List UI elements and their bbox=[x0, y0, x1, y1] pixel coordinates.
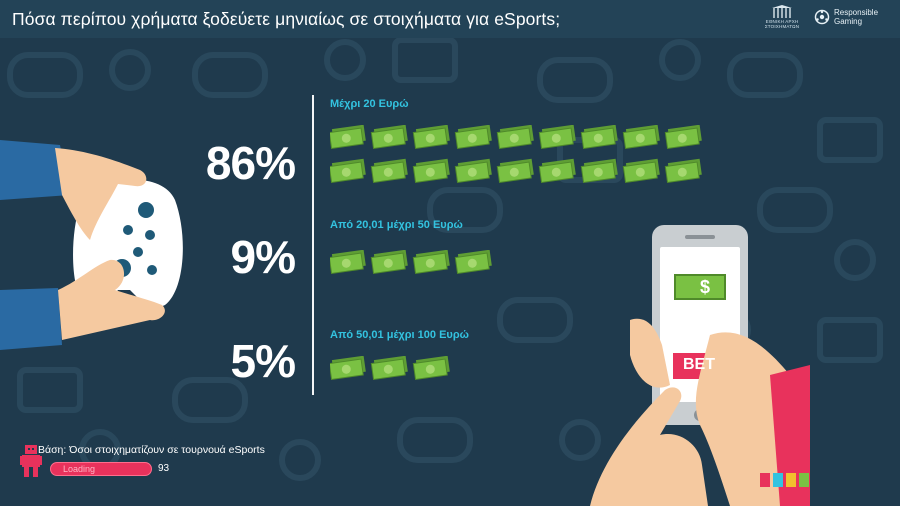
bills-svg-0 bbox=[328, 124, 702, 183]
money-bill-icon bbox=[622, 158, 660, 183]
money-bill-icon bbox=[328, 355, 366, 380]
money-bill-icon bbox=[496, 124, 534, 149]
money-bill-icon bbox=[370, 249, 408, 274]
partner-logo-block-2 bbox=[773, 473, 783, 487]
game-controller-icon bbox=[0, 140, 183, 350]
partner-logos bbox=[760, 473, 809, 487]
regulator-logo-caption: ΕΘΝΙΚΗ ΑΡΧΗ ΣΤΟΙΧΗΜΑΤΩΝ bbox=[764, 19, 800, 29]
page-title: Πόσα περίπου χρήματα ξοδεύετε μηνιαίως σ… bbox=[12, 9, 561, 29]
base-note: Βάση: Όσοι στοιχηματίζουν σε τουρνουά eS… bbox=[38, 444, 265, 456]
money-bill-icon bbox=[412, 124, 450, 149]
regulator-logo: ΕΘΝΙΚΗ ΑΡΧΗ ΣΤΟΙΧΗΜΑΤΩΝ bbox=[760, 5, 804, 29]
smartphone-icon bbox=[590, 225, 810, 506]
money-bill-icon bbox=[412, 249, 450, 274]
regulator-icon bbox=[772, 5, 792, 18]
money-bill-icon bbox=[496, 158, 534, 183]
category-label-1: Από 20,01 μέχρι 50 Ευρώ bbox=[330, 219, 463, 231]
phone-dollar-sign: $ bbox=[699, 277, 710, 297]
money-bill-icon bbox=[454, 158, 492, 183]
responsible-gaming-icon bbox=[814, 9, 830, 25]
money-bill-icon bbox=[328, 124, 366, 149]
value-label-2: 5% bbox=[230, 335, 296, 387]
money-bill-icon bbox=[664, 124, 702, 149]
money-bill-icon bbox=[328, 158, 366, 183]
money-bill-icon bbox=[538, 124, 576, 149]
logos-group: ΕΘΝΙΚΗ ΑΡΧΗ ΣΤΟΙΧΗΜΑΤΩΝ Responsible Gami… bbox=[760, 5, 890, 29]
money-bill-icon bbox=[622, 124, 660, 149]
bills-svg-2 bbox=[328, 355, 450, 380]
bills-row-2 bbox=[328, 355, 456, 395]
bills-svg-1 bbox=[328, 249, 492, 274]
money-bill-icon bbox=[412, 158, 450, 183]
category-label-0: Μέχρι 20 Ευρώ bbox=[330, 98, 409, 110]
money-bill-icon bbox=[370, 124, 408, 149]
robot-icon bbox=[20, 445, 42, 477]
money-bill-icon bbox=[328, 249, 366, 274]
loading-bar: Loading bbox=[50, 462, 152, 476]
value-label-1: 9% bbox=[230, 231, 296, 283]
responsible-gaming-text: Responsible Gaming bbox=[834, 8, 879, 26]
bills-row-0 bbox=[328, 124, 708, 198]
bills-row-1 bbox=[328, 249, 498, 289]
money-bill-icon bbox=[454, 124, 492, 149]
responsible-gaming-logo: Responsible Gaming bbox=[814, 8, 890, 26]
phone-bet-button: BET bbox=[683, 356, 715, 373]
partner-logo-block-4 bbox=[799, 473, 809, 487]
money-bill-icon bbox=[412, 355, 450, 380]
money-bill-icon bbox=[664, 158, 702, 183]
money-bill-icon bbox=[580, 124, 618, 149]
partner-logo-block-1 bbox=[760, 473, 770, 487]
money-bill-icon bbox=[370, 158, 408, 183]
money-bill-icon bbox=[454, 249, 492, 274]
money-bill-icon bbox=[370, 355, 408, 380]
value-label-0: 86% bbox=[205, 137, 296, 189]
partner-logo-block-3 bbox=[786, 473, 796, 487]
money-bill-icon bbox=[538, 158, 576, 183]
loading-count: 93 bbox=[158, 463, 170, 474]
category-label-2: Από 50,01 μέχρι 100 Ευρώ bbox=[330, 329, 469, 341]
loading-label: Loading bbox=[63, 464, 96, 474]
money-bill-icon bbox=[580, 158, 618, 183]
header-bar bbox=[0, 0, 900, 38]
chart-axis-line bbox=[312, 95, 314, 395]
